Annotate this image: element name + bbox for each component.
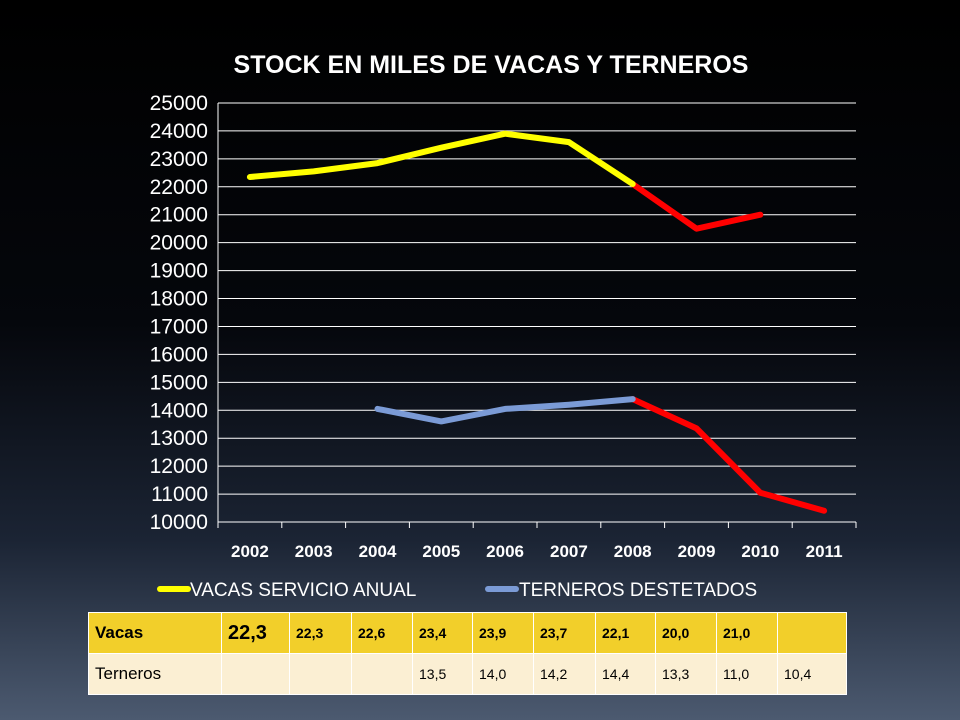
x-axis-ticks: 2002 2003 2004 2005 2006 2007 2008 2009 2010 2011 [217,522,857,561]
data-table: Vacas 22,3 22,3 22,6 23,4 23,9 23,7 22,1… [88,612,847,695]
table-cell: 23,7 [533,612,596,654]
table-cell: 23,9 [472,612,534,654]
table-cell: 23,4 [412,612,473,654]
x-tick-label: 2004 [359,542,397,561]
line-chart: STOCK EN MILES DE VACAS Y TERNEROS 25000… [150,51,857,601]
y-tick-label: 18000 [150,288,208,311]
x-tick-label: 2005 [422,542,460,561]
x-tick-label: 2002 [231,542,269,561]
table-cell: 22,3 [289,612,352,654]
table-cell: 14,4 [595,653,656,695]
table-cell: 22,3 [221,612,290,654]
table-cell [777,612,847,654]
table-cell [289,653,352,695]
series-line-vacas-projection [629,181,764,232]
table-cell: 20,0 [655,612,717,654]
table-cell: 22,6 [351,612,413,654]
row-label-vacas: Vacas [88,612,222,654]
legend-label-vacas: VACAS SERVICIO ANUAL [190,580,416,601]
legend-label-terneros: TERNEROS DESTETADOS [519,580,757,601]
legend: VACAS SERVICIO ANUAL TERNEROS DESTETADOS [157,580,757,601]
table-cell: 13,5 [412,653,473,695]
x-tick-label: 2003 [295,542,333,561]
table-cell: 22,1 [595,612,656,654]
table-row-vacas: Vacas 22,3 22,3 22,6 23,4 23,9 23,7 22,1… [88,612,847,654]
x-tick-label: 2011 [806,542,843,561]
table-cell [221,653,290,695]
x-tick-label: 2008 [614,542,652,561]
x-tick-label: 2009 [678,542,716,561]
y-tick-label: 14000 [150,399,208,422]
y-tick-label: 16000 [150,343,208,366]
x-tick-label: 2006 [486,542,524,561]
table-cell: 10,4 [777,653,847,695]
table-cell: 21,0 [716,612,778,654]
series-line-terneros-projection [629,396,828,514]
series-line-terneros [374,396,636,425]
y-tick-label: 17000 [150,315,208,338]
table-row-terneros: Terneros 13,5 14,0 14,2 14,4 13,3 11,0 1… [88,653,847,695]
gridlines [217,102,856,523]
row-label-terneros: Terneros [88,653,222,695]
y-tick-label: 23000 [150,148,208,171]
series-line-vacas [246,130,636,187]
table-cell: 11,0 [716,653,778,695]
x-tick-label: 2010 [741,542,779,561]
x-tick-label: 2007 [550,542,588,561]
y-tick-label: 24000 [150,120,208,143]
y-axis-ticks: 25000 24000 23000 22000 21000 20000 19000 18000… [150,92,208,534]
chart-title: STOCK EN MILES DE VACAS Y TERNEROS [234,51,749,79]
y-tick-label: 21000 [150,204,208,227]
y-tick-label: 10000 [150,511,208,534]
y-tick-label: 15000 [150,371,208,394]
series-lines [246,130,828,514]
table-cell: 13,3 [655,653,717,695]
table-cell [351,653,413,695]
y-tick-label: 13000 [150,427,208,450]
y-tick-label: 12000 [150,455,208,478]
y-tick-label: 11000 [151,483,208,506]
y-tick-label: 20000 [150,232,208,255]
y-tick-label: 22000 [150,176,208,199]
table-cell: 14,0 [472,653,534,695]
y-tick-label: 19000 [150,260,208,283]
y-tick-label: 25000 [150,92,208,115]
table-cell: 14,2 [533,653,596,695]
